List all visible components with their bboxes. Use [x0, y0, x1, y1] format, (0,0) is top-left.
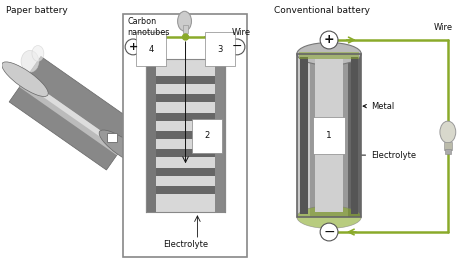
Circle shape: [125, 39, 141, 55]
Text: −: −: [323, 225, 335, 239]
Bar: [351, 57, 358, 214]
Ellipse shape: [2, 62, 48, 96]
Text: Carbon
nanotubes: Carbon nanotubes: [127, 17, 170, 37]
Bar: [315, 59, 343, 212]
Bar: [348, 54, 361, 217]
Ellipse shape: [99, 130, 146, 165]
Text: +: +: [128, 42, 137, 52]
Bar: [297, 54, 310, 217]
Text: 2: 2: [205, 131, 210, 140]
Ellipse shape: [178, 11, 191, 31]
Bar: [297, 54, 361, 217]
Bar: [156, 76, 215, 84]
Circle shape: [182, 34, 189, 40]
Bar: [146, 59, 225, 212]
Text: Electrolyte: Electrolyte: [345, 151, 416, 160]
Text: Wire: Wire: [232, 28, 251, 37]
Polygon shape: [19, 78, 123, 155]
Ellipse shape: [297, 43, 361, 65]
Circle shape: [229, 39, 245, 55]
Ellipse shape: [297, 206, 361, 229]
Bar: [444, 142, 452, 150]
Bar: [300, 57, 308, 214]
Bar: [156, 149, 215, 157]
Text: Paper battery: Paper battery: [6, 6, 68, 15]
Text: 3: 3: [218, 45, 223, 54]
Text: 4: 4: [148, 45, 154, 54]
Polygon shape: [299, 52, 359, 59]
Circle shape: [320, 31, 338, 49]
Ellipse shape: [440, 121, 456, 143]
Bar: [108, 133, 118, 142]
Bar: [445, 149, 451, 154]
Text: Electrolyte: Electrolyte: [163, 241, 208, 250]
Polygon shape: [23, 78, 123, 151]
Text: −: −: [232, 40, 242, 54]
Bar: [156, 168, 215, 176]
Bar: [146, 59, 156, 212]
Text: +: +: [324, 34, 334, 46]
Ellipse shape: [32, 46, 44, 61]
Bar: [215, 59, 225, 212]
Text: 1: 1: [326, 131, 332, 140]
Text: Conventional battery: Conventional battery: [273, 6, 370, 15]
Bar: [156, 113, 215, 121]
Bar: [146, 59, 225, 212]
Bar: [123, 14, 247, 257]
Ellipse shape: [21, 51, 39, 72]
Bar: [156, 94, 215, 102]
Bar: [156, 131, 215, 139]
Bar: [182, 25, 189, 33]
Text: Metal: Metal: [363, 102, 394, 111]
Bar: [156, 186, 215, 194]
Circle shape: [320, 223, 338, 241]
Polygon shape: [9, 57, 138, 170]
Text: Wire: Wire: [433, 23, 453, 32]
Bar: [297, 54, 361, 217]
